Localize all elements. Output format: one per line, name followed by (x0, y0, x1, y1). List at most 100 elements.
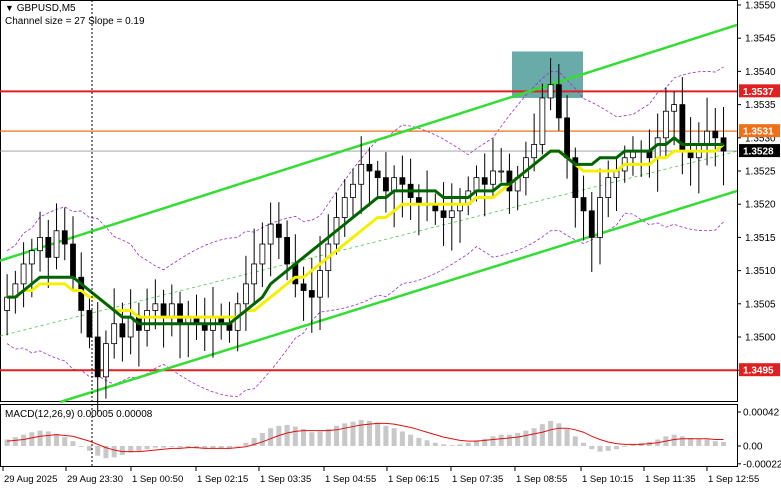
candle-body (383, 177, 389, 192)
candle-body (284, 236, 290, 265)
macd-bar (391, 428, 397, 446)
macd-bar (259, 433, 265, 446)
candle-body (374, 170, 381, 179)
candle-body (53, 230, 60, 258)
macd-bar (350, 421, 356, 446)
main-panel-frame (0, 0, 738, 402)
macd-bar (325, 429, 331, 446)
candle-body (366, 163, 373, 172)
candle-body (20, 263, 27, 285)
macd-tick-label: 0.00042 (743, 408, 780, 419)
candle-body (555, 84, 562, 119)
macd-bar (4, 439, 10, 446)
candle-body (259, 243, 266, 265)
candle-body (103, 343, 109, 378)
macd-layer (4, 420, 727, 459)
candle-body (440, 210, 447, 218)
macd-bar (45, 431, 51, 446)
macd-bar (86, 446, 92, 451)
macd-bar (177, 446, 183, 448)
macd-bar (128, 446, 134, 453)
levels-layer (0, 90, 737, 372)
macd-bar (144, 446, 150, 450)
level-label-1-3495-bg (739, 363, 780, 377)
moving-averages-layer (7, 135, 725, 326)
symbol-label: GBPUSD,M5 (16, 3, 76, 14)
resistance-zone-box (512, 51, 583, 98)
macd-bar (671, 434, 677, 446)
channel-upper-line (0, 23, 738, 262)
price-tick-label: 1.3540 (745, 67, 776, 78)
candle-body (61, 230, 68, 245)
macd-bar (424, 440, 430, 446)
macd-bar (564, 429, 570, 446)
candle-body (399, 177, 406, 185)
highlight-zone-layer (512, 51, 583, 98)
current-price-label: 1.3528 (743, 147, 774, 158)
macd-bar (111, 446, 117, 458)
candle-body (275, 223, 282, 238)
macd-bar (37, 430, 43, 446)
candle-body (341, 197, 348, 218)
macd-bar (515, 433, 521, 446)
macd-bar (449, 445, 455, 446)
macd-bar (589, 446, 595, 450)
macd-bar (284, 424, 290, 446)
macd-bar (235, 446, 241, 447)
candle-body (317, 270, 323, 298)
macd-bar (136, 446, 142, 451)
candle-body (251, 263, 258, 285)
price-tick-label: 1.3550 (745, 1, 776, 12)
time-tick-label: 1 Sep 06:15 (388, 474, 439, 485)
macd-bar (309, 432, 315, 446)
current-price-label-bg (739, 144, 780, 158)
macd-bar (334, 425, 340, 446)
triangle-down-icon[interactable]: ▼ (5, 3, 14, 13)
candle-body (704, 130, 710, 145)
macd-bar (506, 434, 512, 446)
candle-body (712, 130, 719, 139)
price-tick-label: 1.3525 (745, 167, 776, 178)
macd-bar (605, 446, 611, 451)
macd-bar (408, 434, 414, 446)
macd-bar (556, 423, 562, 446)
macd-bar (226, 446, 232, 449)
candle-body (168, 303, 175, 318)
macd-bar (416, 437, 422, 446)
macd-bar (523, 430, 529, 446)
time-tick-label: 1 Sep 12:55 (708, 474, 759, 485)
macd-bar (630, 444, 636, 446)
macd-bar (531, 428, 537, 446)
symbol-header: ▼ GBPUSD,M5 (5, 3, 76, 14)
macd-bar (679, 436, 685, 446)
macd-bar (202, 446, 208, 449)
candle-body (37, 236, 43, 252)
macd-bar (482, 438, 488, 446)
candle-body (564, 117, 570, 159)
macd-bar (152, 446, 158, 448)
macd-bar (161, 446, 167, 448)
candle-body (597, 197, 603, 238)
price-axis: 1.3550 1.3545 1.3540 1.3535 1.3530 1.3525 1.35… (737, 1, 776, 377)
macd-bar (597, 446, 603, 452)
macd-bar (712, 441, 718, 446)
candle-body (572, 157, 579, 198)
price-tick-label: 1.3530 (745, 133, 776, 144)
macd-bar (292, 426, 298, 446)
time-tick-label: 1 Sep 08:55 (516, 474, 567, 485)
time-tick-label: 29 Aug 2025 (4, 474, 57, 485)
candle-body (267, 223, 274, 245)
macd-bar (375, 422, 381, 446)
macd-bar (29, 432, 35, 446)
level-label-1-3537-bg (739, 84, 780, 98)
macd-bar (103, 446, 109, 459)
macd-signal-line (7, 422, 724, 453)
envelope-upper (6, 66, 724, 271)
candle-body (539, 97, 546, 145)
macd-bar (251, 437, 257, 446)
candle-body (45, 236, 52, 258)
time-tick-label: 1 Sep 07:35 (452, 474, 503, 485)
macd-bar (572, 436, 578, 446)
candle-body (605, 177, 612, 198)
